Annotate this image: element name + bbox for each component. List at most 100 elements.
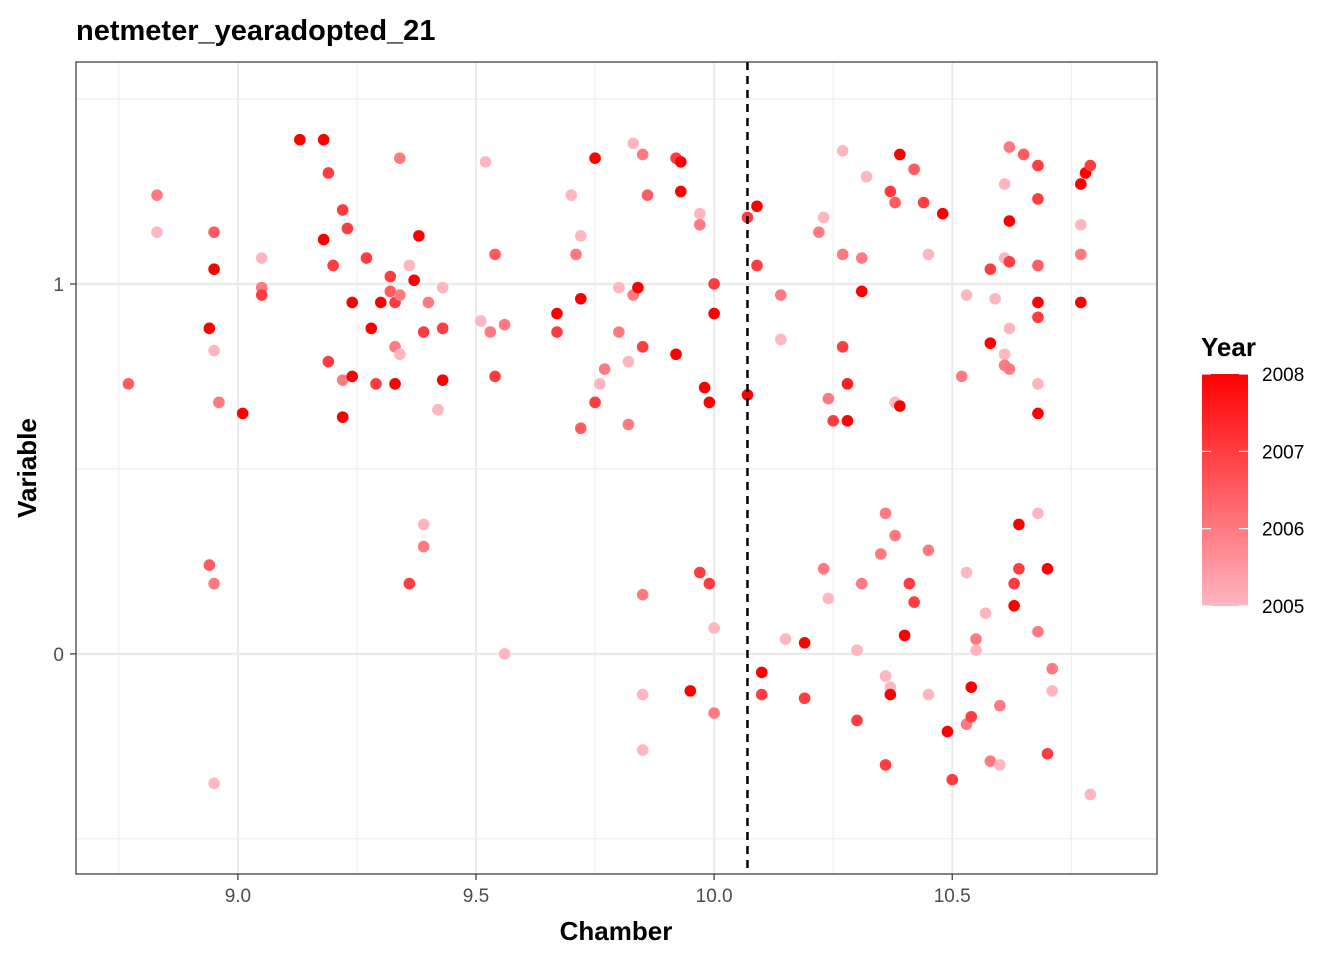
plot-area [75, 61, 1158, 875]
data-point [879, 670, 892, 682]
minor-gridlines [76, 62, 1157, 874]
data-point [855, 577, 868, 590]
legend-tick-label: 2007 [1262, 442, 1304, 463]
data-point [698, 381, 711, 394]
data-point [1075, 218, 1087, 231]
data-point [879, 507, 892, 520]
data-point [574, 422, 587, 435]
data-point [589, 152, 601, 164]
data-point [498, 318, 511, 331]
data-point [1075, 178, 1087, 190]
data-point [636, 148, 649, 161]
data-point [755, 688, 768, 701]
data-point [336, 411, 349, 423]
data-point [360, 252, 373, 264]
data-point [751, 259, 763, 272]
data-point [836, 248, 849, 261]
data-point [989, 292, 1001, 305]
data-point [479, 156, 492, 168]
data-point [636, 744, 649, 756]
data-point [384, 285, 397, 298]
data-point [984, 755, 997, 767]
data-point [574, 292, 587, 305]
x-tick-label: 9.5 [463, 886, 489, 907]
data-point [889, 529, 901, 542]
data-point [208, 263, 220, 275]
data-point [384, 270, 397, 283]
data-point [970, 644, 982, 656]
data-point [965, 710, 978, 723]
data-point [860, 170, 873, 183]
data-point [1046, 662, 1059, 675]
x-axis-title: Chamber [560, 916, 673, 946]
data-point [894, 400, 906, 412]
data-point [474, 315, 487, 327]
data-point [1008, 577, 1020, 590]
data-point [1032, 159, 1044, 172]
data-point [613, 281, 625, 294]
x-tick-label: 10.5 [934, 886, 971, 907]
data-point [208, 777, 220, 790]
data-point [694, 566, 706, 579]
data-point [636, 341, 649, 353]
y-tick-label: 0 [53, 645, 64, 666]
data-point [213, 396, 225, 409]
data-point [327, 259, 339, 272]
data-point [613, 326, 625, 338]
data-point [641, 189, 654, 201]
data-point [708, 278, 720, 290]
data-point [394, 348, 406, 361]
data-point [636, 688, 649, 701]
data-point [208, 577, 220, 590]
data-point [917, 196, 930, 209]
data-point [1003, 215, 1016, 227]
data-point [879, 759, 892, 771]
x-axis: 9.0 9.5 10.0 10.5 [225, 874, 971, 907]
data-point [960, 289, 973, 301]
data-point [1084, 788, 1097, 801]
data-point [708, 707, 720, 719]
data-point [970, 633, 982, 645]
data-point [1032, 193, 1044, 205]
panel-background [76, 62, 1157, 874]
data-point [498, 648, 511, 660]
data-point [817, 563, 830, 575]
data-point [836, 144, 849, 157]
data-point [703, 577, 716, 590]
data-point [741, 389, 754, 401]
data-point [1075, 248, 1087, 261]
data-point [1041, 747, 1054, 760]
data-point [708, 622, 720, 634]
data-point [703, 396, 716, 409]
data-point [922, 248, 935, 261]
data-point [1003, 363, 1016, 375]
data-point [994, 759, 1006, 771]
data-point [1075, 296, 1087, 309]
legend-tick-label: 2008 [1262, 365, 1304, 386]
data-point [994, 699, 1006, 712]
data-point [817, 211, 830, 224]
panel-border [75, 61, 1158, 875]
data-point [936, 207, 949, 220]
data-point [798, 636, 811, 649]
data-point [203, 559, 216, 571]
data-point [1032, 507, 1044, 520]
data-point [294, 133, 306, 146]
data-point [960, 566, 973, 579]
data-point [984, 263, 997, 275]
data-point [489, 370, 501, 383]
data-point [779, 633, 792, 645]
data-point [574, 230, 587, 242]
data-point [565, 189, 578, 201]
data-point [1013, 563, 1025, 575]
data-point [965, 681, 978, 693]
data-point [417, 518, 430, 531]
x-tick-label: 9.0 [225, 886, 251, 907]
y-axis-title: Variable [12, 418, 42, 518]
data-point [708, 307, 720, 320]
y-axis: 01 [53, 275, 76, 666]
data-point [941, 725, 954, 738]
data-point [1032, 259, 1044, 272]
data-point [346, 370, 359, 383]
data-point [841, 415, 854, 427]
